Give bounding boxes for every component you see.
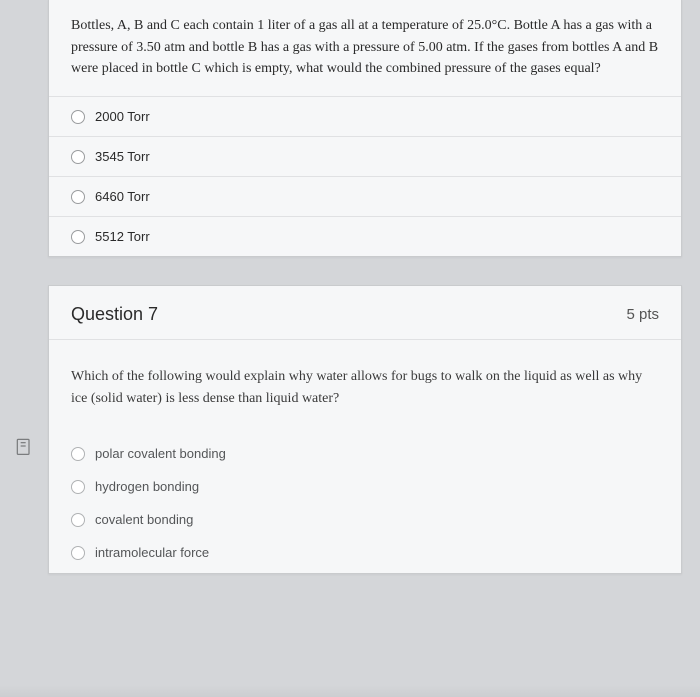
option-label: 2000 Torr <box>95 109 150 124</box>
question-body: Bottles, A, B and C each contain 1 liter… <box>49 0 681 86</box>
option-label: intramolecular force <box>95 545 209 560</box>
option-label: 6460 Torr <box>95 189 150 204</box>
radio-icon[interactable] <box>71 230 85 244</box>
option-row[interactable]: hydrogen bonding <box>49 470 681 503</box>
radio-icon[interactable] <box>71 513 85 527</box>
question-options: 2000 Torr 3545 Torr 6460 Torr 5512 Torr <box>49 96 681 256</box>
question-points: 5 pts <box>626 306 659 323</box>
radio-icon[interactable] <box>71 190 85 204</box>
question-header: Question 7 5 pts <box>49 286 681 340</box>
option-row[interactable]: 5512 Torr <box>49 216 681 256</box>
question-card-7: Question 7 5 pts Which of the following … <box>48 285 682 574</box>
option-label: 3545 Torr <box>95 149 150 164</box>
option-label: hydrogen bonding <box>95 479 199 494</box>
option-row[interactable]: polar covalent bonding <box>49 437 681 470</box>
option-label: 5512 Torr <box>95 229 150 244</box>
question-prompt: Bottles, A, B and C each contain 1 liter… <box>71 15 659 80</box>
radio-icon[interactable] <box>71 546 85 560</box>
option-row[interactable]: 6460 Torr <box>49 176 681 216</box>
question-body: Which of the following would explain why… <box>49 340 681 417</box>
question-title: Question 7 <box>71 304 158 325</box>
option-label: polar covalent bonding <box>95 446 226 461</box>
flag-question-icon[interactable] <box>14 436 34 456</box>
option-row[interactable]: intramolecular force <box>49 536 681 569</box>
radio-icon[interactable] <box>71 110 85 124</box>
option-row[interactable]: covalent bonding <box>49 503 681 536</box>
quiz-scroll-area: Bottles, A, B and C each contain 1 liter… <box>0 0 700 697</box>
option-row[interactable]: 2000 Torr <box>49 96 681 136</box>
question-options: polar covalent bonding hydrogen bonding … <box>49 427 681 573</box>
option-row[interactable]: 3545 Torr <box>49 136 681 176</box>
question-prompt: Which of the following would explain why… <box>71 366 659 409</box>
question-card-6: Bottles, A, B and C each contain 1 liter… <box>48 0 682 257</box>
option-label: covalent bonding <box>95 512 193 527</box>
radio-icon[interactable] <box>71 150 85 164</box>
radio-icon[interactable] <box>71 447 85 461</box>
radio-icon[interactable] <box>71 480 85 494</box>
bottom-fade <box>0 685 700 697</box>
